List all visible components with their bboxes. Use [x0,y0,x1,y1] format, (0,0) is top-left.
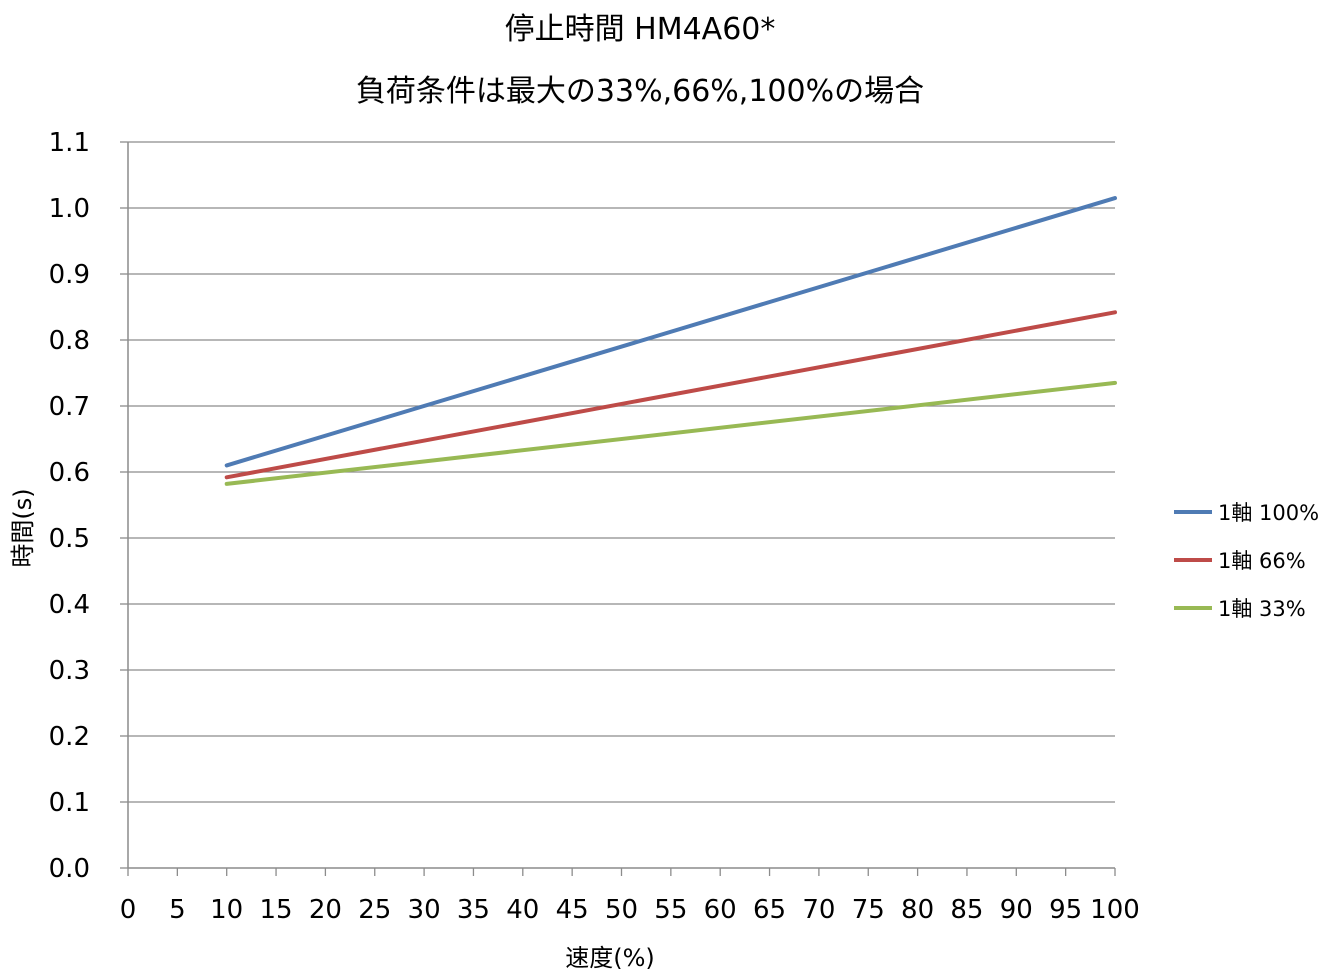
x-tick-label: 10 [210,895,243,925]
x-tick-label: 45 [556,895,589,925]
x-tick-label: 80 [901,895,934,925]
y-tick-labels: 0.0 0.1 0.2 0.3 0.4 0.5 0.6 0.7 0.8 0.9 1.0 1.1 [49,128,90,884]
y-tick-label: 0.4 [49,590,90,620]
x-tick-label: 25 [358,895,391,925]
y-tick-label: 0.3 [49,656,90,686]
y-tick-label: 1.1 [49,128,90,158]
x-tick-label: 40 [506,895,539,925]
y-tick-label: 0.6 [49,458,90,488]
y-tick-label: 0.7 [49,392,90,422]
legend-label: 1軸 66% [1218,549,1306,573]
x-tick-label: 0 [120,895,137,925]
x-tick-label: 15 [260,895,293,925]
x-tick-labels: 0 5 10 15 20 25 30 35 40 45 50 55 60 65 70 75 80 85 90 95 10… [120,895,1140,925]
y-tick-label: 0.1 [49,788,90,818]
x-tick-label: 60 [704,895,737,925]
series-lines [224,196,1117,486]
series-line [224,196,1117,468]
x-tick-label: 90 [1000,895,1033,925]
x-tick-label: 75 [852,895,885,925]
x-tick-label: 5 [169,895,186,925]
chart-subtitle: 負荷条件は最大の33%,66%,100%の場合 [355,74,925,109]
legend: 1軸 100% 1軸 66% 1軸 33% [1174,501,1319,621]
y-tick-label: 0.0 [49,854,90,884]
x-tick-label: 35 [457,895,490,925]
legend-label: 1軸 33% [1218,597,1306,621]
chart-title: 停止時間 HM4A60* [504,12,776,47]
y-tick-label: 0.5 [49,524,90,554]
x-tick-label: 100 [1090,895,1140,925]
x-tick-label: 85 [950,895,983,925]
x-tick-label: 55 [654,895,687,925]
y-tick-label: 0.2 [49,722,90,752]
series-line [224,310,1117,480]
x-tick-label: 50 [605,895,638,925]
y-tick-label: 0.8 [49,326,90,356]
x-axis-title: 速度(%) [565,944,655,972]
y-tick-label: 1.0 [49,194,90,224]
y-axis-title: 時間(s) [9,488,37,567]
x-tick-label: 95 [1049,895,1082,925]
x-tick-label: 20 [309,895,342,925]
axes [120,141,1116,876]
x-tick-label: 70 [802,895,835,925]
y-tick-label: 0.9 [49,260,90,290]
x-tick-label: 30 [408,895,441,925]
x-tick-label: 65 [753,895,786,925]
legend-label: 1軸 100% [1218,501,1319,525]
series-line [224,380,1117,486]
